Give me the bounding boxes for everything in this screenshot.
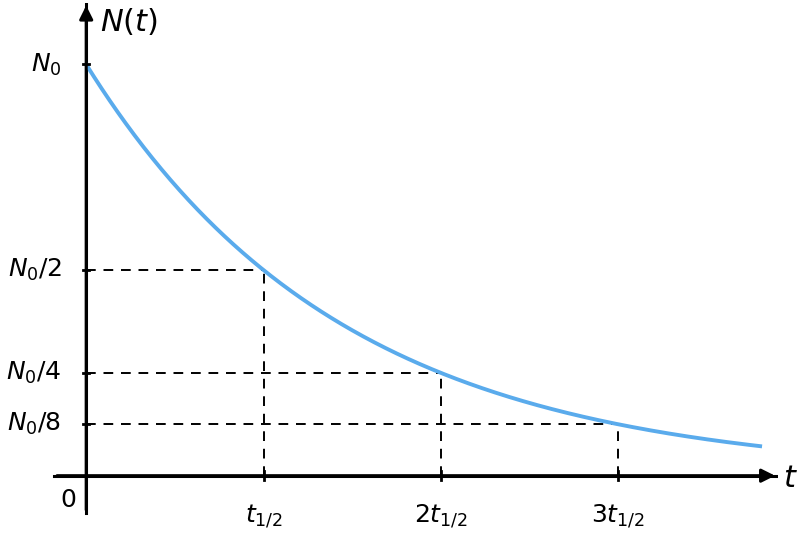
Text: $0$: $0$ (60, 488, 77, 512)
Text: $3t_{1/2}$: $3t_{1/2}$ (591, 503, 645, 529)
Text: $t$: $t$ (783, 463, 798, 495)
Text: $N_0/2$: $N_0/2$ (8, 257, 62, 283)
Text: $N(t)$: $N(t)$ (100, 7, 158, 38)
Text: $N_0/8$: $N_0/8$ (7, 411, 62, 437)
Text: $N_0$: $N_0$ (30, 52, 62, 77)
Text: $N_0/4$: $N_0/4$ (6, 360, 62, 386)
Text: $2t_{1/2}$: $2t_{1/2}$ (414, 503, 468, 529)
Text: $t_{1/2}$: $t_{1/2}$ (245, 503, 282, 529)
